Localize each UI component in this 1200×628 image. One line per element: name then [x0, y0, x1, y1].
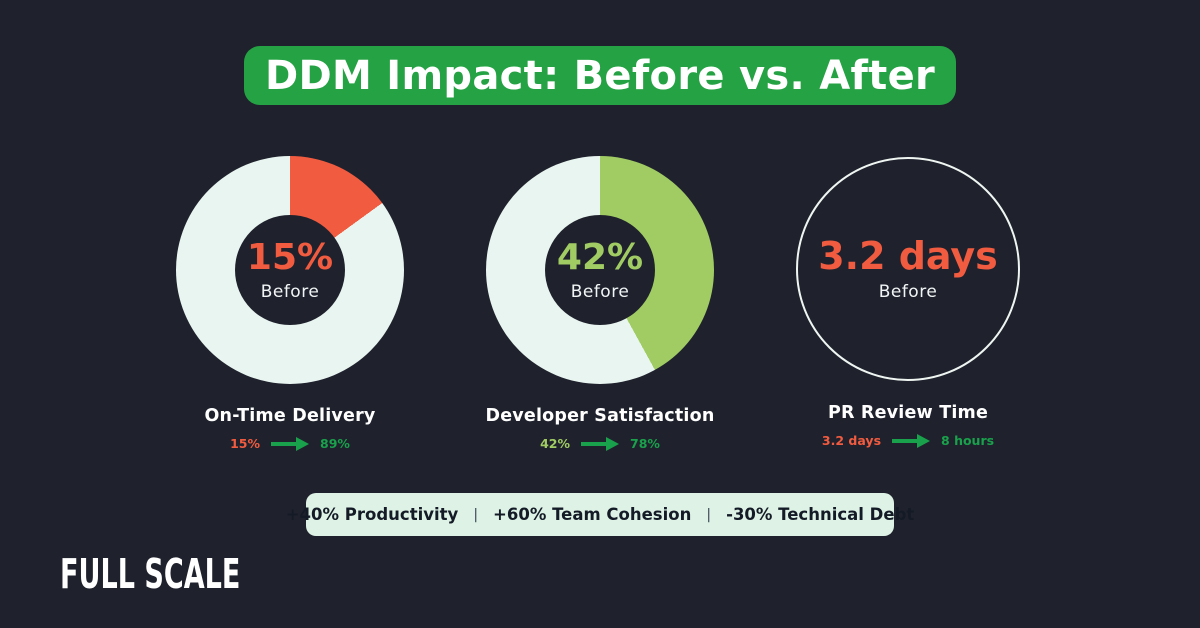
summary-pill: +40% Productivity | +60% Team Cohesion |… [286, 493, 914, 536]
before-caption: Before [570, 282, 630, 303]
donut-chart-developer-satisfaction: 42% Before [486, 156, 714, 384]
metric-title: On-Time Delivery [204, 406, 376, 426]
before-number: 42% [540, 436, 570, 451]
outline-circle-pr-review-time: 3.2 days Before [796, 157, 1020, 381]
donut-center: 15% Before [235, 215, 345, 325]
donut-center: 42% Before [545, 215, 655, 325]
summary-item-technical-debt: -30% Technical Debt [726, 505, 915, 524]
metric-title: PR Review Time [827, 403, 989, 423]
separator: | [473, 506, 479, 523]
after-number: 89% [320, 436, 350, 451]
logo-text: FULL SCALE [60, 549, 241, 598]
donut-chart-on-time-delivery: 15% Before [176, 156, 404, 384]
before-value-label: 3.2 days [818, 233, 998, 278]
chart-group-pr-review-time: 3.2 days Before PR Review Time 3.2 days … [758, 156, 1058, 448]
chart-group-on-time-delivery: 15% Before On-Time Delivery 15% 89% [140, 156, 440, 451]
before-after-row: 15% 89% [230, 436, 350, 451]
right-arrow-icon [892, 433, 931, 448]
summary-item-productivity: +40% Productivity [285, 505, 459, 524]
chart-group-developer-satisfaction: 42% Before Developer Satisfaction 42% 78… [450, 156, 750, 451]
metric-title: Developer Satisfaction [485, 406, 715, 426]
after-number: 78% [630, 436, 660, 451]
full-scale-logo: FULL SCALE [60, 549, 333, 598]
before-value-label: 15% [246, 236, 334, 278]
after-number: 8 hours [941, 433, 995, 448]
before-number: 15% [230, 436, 260, 451]
before-after-row: 3.2 days 8 hours [822, 433, 994, 448]
summary-item-team-cohesion: +60% Team Cohesion [493, 505, 692, 524]
before-number: 3.2 days [821, 433, 882, 448]
before-value-label: 42% [556, 236, 644, 278]
page-title: DDM Impact: Before vs. After [264, 52, 936, 99]
before-after-row: 42% 78% [540, 436, 660, 451]
before-caption: Before [878, 282, 938, 303]
before-caption: Before [260, 282, 320, 303]
separator: | [706, 506, 712, 523]
right-arrow-icon [271, 436, 309, 451]
right-arrow-icon [581, 436, 619, 451]
title-banner: DDM Impact: Before vs. After [244, 46, 956, 105]
